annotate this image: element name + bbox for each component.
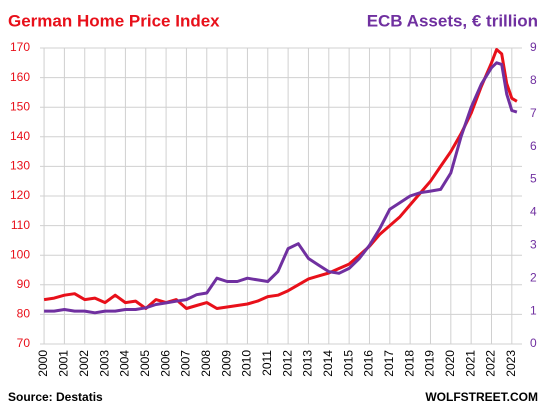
y-tick-label: 90: [17, 277, 31, 291]
x-tick-label: 2019: [423, 350, 437, 377]
chart-title: German Home Price Index: [8, 11, 220, 30]
y2-tick-label: 8: [530, 73, 537, 87]
x-tick-label: 2015: [341, 350, 355, 377]
x-tick-label: 2017: [382, 350, 396, 377]
y-tick-label: 150: [10, 99, 30, 113]
y-tick-label: 160: [10, 70, 30, 84]
y-tick-label: 100: [10, 247, 30, 261]
y2-tick-label: 2: [530, 270, 537, 284]
x-tick-label: 2010: [240, 350, 254, 377]
x-tick-label: 2018: [402, 350, 416, 377]
x-tick-label: 2016: [362, 350, 376, 377]
x-tick-label: 2020: [443, 350, 457, 377]
y-tick-label: 130: [10, 159, 30, 173]
series-line: [44, 61, 518, 315]
watermark: WOLFSTREET.COM: [425, 390, 538, 404]
series-line: [43, 48, 518, 310]
x-tick-label: 2009: [219, 350, 233, 377]
y2-tick-label: 3: [530, 238, 537, 252]
x-tick-label: 2004: [118, 350, 132, 377]
y-tick-label: 80: [17, 307, 31, 321]
y2-tick-label: 1: [530, 303, 537, 317]
y-tick-label: 140: [10, 129, 30, 143]
x-tick-label: 2006: [158, 350, 172, 377]
y2-tick-label: 4: [530, 205, 537, 219]
y2-tick-label: 0: [530, 336, 537, 350]
x-tick-label: 2007: [179, 350, 193, 377]
x-tick-label: 2008: [199, 350, 213, 377]
x-tick-label: 2001: [57, 350, 71, 377]
y2-tick-label: 9: [530, 40, 537, 54]
x-tick-label: 2022: [484, 350, 498, 377]
y2-tick-label: 5: [530, 172, 537, 186]
y-tick-label: 120: [10, 188, 30, 202]
y2-title: ECB Assets, € trillion: [367, 11, 538, 30]
x-tick-label: 2005: [138, 350, 152, 377]
x-tick-label: 2013: [301, 350, 315, 377]
x-tick-label: 2002: [77, 350, 91, 377]
y2-tick-label: 6: [530, 139, 537, 153]
x-tick-label: 2023: [504, 350, 518, 377]
x-tick-label: 2014: [321, 350, 335, 377]
x-tick-label: 2000: [36, 350, 50, 377]
y-tick-label: 170: [10, 40, 30, 54]
y2-tick-label: 7: [530, 106, 537, 120]
x-tick-label: 2021: [463, 350, 477, 377]
y-tick-label: 70: [17, 336, 31, 350]
source: Source: Destatis: [8, 390, 103, 404]
y-tick-label: 110: [11, 218, 30, 232]
x-tick-label: 2003: [97, 350, 111, 377]
x-tick-label: 2011: [260, 350, 274, 376]
x-tick-label: 2012: [280, 350, 294, 377]
